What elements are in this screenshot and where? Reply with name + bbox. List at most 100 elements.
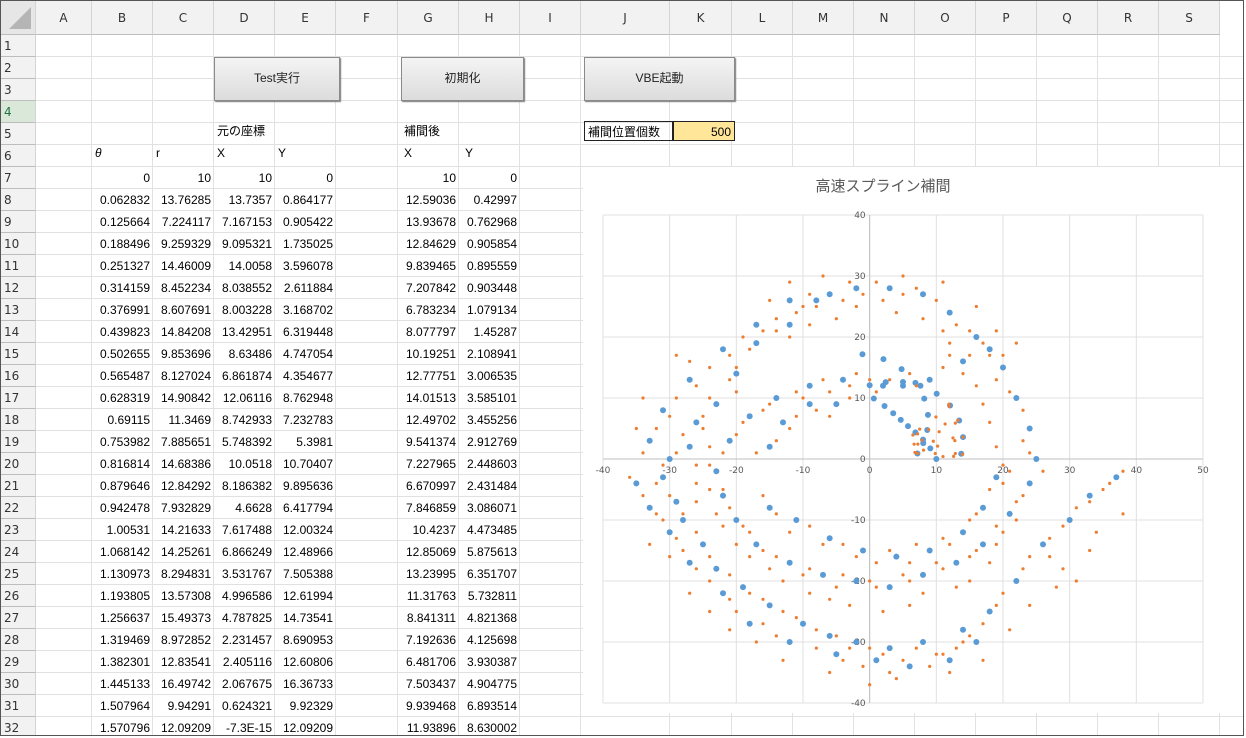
table-cell[interactable]: 0.251327 [99,259,150,273]
row-header[interactable]: 19 [1,431,36,453]
interpolated-point[interactable] [1021,408,1025,412]
interpolated-point[interactable] [814,628,818,632]
interpolated-point[interactable] [688,591,692,595]
interpolated-point[interactable] [1074,579,1078,583]
table-cell[interactable]: 5.748392 [221,435,272,449]
table-cell[interactable]: 1.256637 [99,611,150,625]
row-header[interactable]: 8 [1,189,36,211]
column-header[interactable]: H [459,1,520,35]
table-cell[interactable]: 6.861874 [221,369,272,383]
original-point[interactable] [893,553,900,560]
table-cell[interactable]: 0.314159 [99,281,150,295]
table-cell[interactable]: 12.83541 [160,655,211,669]
interpolated-point[interactable] [794,311,798,315]
row-header[interactable]: 28 [1,629,36,651]
interpolated-point[interactable] [854,555,858,559]
interpolated-point[interactable] [941,329,945,333]
interpolated-point[interactable] [868,683,872,687]
row-header[interactable]: 32 [1,717,36,735]
table-cell[interactable]: 4.904775 [466,677,517,691]
original-point[interactable] [897,416,904,423]
original-point[interactable] [921,395,928,402]
original-point[interactable] [733,517,740,523]
table-cell[interactable]: 7.617488 [221,523,272,537]
table-cell[interactable]: 12.85069 [405,545,456,559]
table-cell[interactable]: 7.167153 [221,215,272,229]
original-point[interactable] [733,370,740,377]
interpolated-point[interactable] [861,664,865,668]
column-header[interactable]: L [732,1,793,35]
row-header[interactable]: 9 [1,211,36,233]
table-cell[interactable]: 14.01513 [405,391,456,405]
table-cell[interactable]: 6.783234 [405,303,456,317]
table-cell[interactable]: 7.846859 [405,501,456,515]
original-point[interactable] [766,443,773,450]
interpolated-point[interactable] [988,420,992,424]
table-cell[interactable]: 2.448603 [466,457,517,471]
original-point[interactable] [933,456,940,462]
row-header[interactable]: 7 [1,167,36,189]
interpolated-point[interactable] [1048,555,1052,559]
table-cell[interactable]: 0.69115 [107,413,151,427]
interpolated-point[interactable] [981,622,985,626]
interpolated-point[interactable] [848,646,852,650]
table-cell[interactable]: 6.893514 [466,699,517,713]
table-cell[interactable]: 0.125664 [99,215,150,229]
table-cell[interactable]: 9.895636 [282,479,333,493]
interpolated-point[interactable] [741,335,745,339]
table-cell[interactable]: 2.067675 [221,677,272,691]
interpolated-point[interactable] [988,561,992,565]
original-point[interactable] [880,356,887,363]
interpolated-point[interactable] [994,378,998,382]
interpolated-point[interactable] [874,280,878,284]
interpolated-point[interactable] [934,561,938,565]
original-point[interactable] [927,445,934,452]
table-cell[interactable]: 1.507964 [99,699,150,713]
column-header[interactable]: C [153,1,214,35]
interpolated-point[interactable] [1028,603,1032,607]
table-cell[interactable]: 6.866249 [221,545,272,559]
interpolated-point[interactable] [721,524,725,528]
vbe-launch-button[interactable]: VBE起動 [584,57,735,101]
table-cell[interactable]: 14.0058 [228,259,272,273]
original-point[interactable] [720,346,726,353]
table-cell[interactable]: 3.930387 [466,655,517,669]
interpolated-point[interactable] [1041,469,1045,473]
interpolated-point[interactable] [937,430,941,434]
interpolated-point[interactable] [941,365,945,370]
table-cell[interactable]: 8.972852 [160,633,211,647]
column-header[interactable]: Q [1037,1,1098,35]
row-header[interactable]: 23 [1,519,36,541]
row-header[interactable]: 13 [1,299,36,321]
interpolated-point[interactable] [888,378,892,382]
interpolated-point[interactable] [954,646,958,650]
interpolated-point[interactable] [881,652,885,656]
table-cell[interactable]: 4.6628 [235,501,272,515]
original-point[interactable] [833,401,840,408]
row-header[interactable]: 5 [1,123,36,145]
table-cell[interactable]: 0.942478 [99,501,150,515]
original-point[interactable] [666,456,673,462]
interpolated-point[interactable] [774,555,778,559]
interpolated-point[interactable] [661,463,665,467]
original-point[interactable] [920,571,926,578]
interpolated-point[interactable] [994,542,998,546]
row-header[interactable]: 4 [1,101,36,123]
table-cell[interactable]: 4.996586 [221,589,272,603]
interpolated-point[interactable] [748,347,752,351]
original-point[interactable] [713,468,720,475]
table-cell[interactable]: 9.541374 [405,435,456,449]
table-cell[interactable]: 7.232783 [282,413,333,427]
interpolated-point[interactable] [834,317,838,321]
interpolated-point[interactable] [968,353,972,357]
table-cell[interactable]: 8.762948 [282,391,333,405]
table-cell[interactable]: 3.168702 [282,303,333,317]
interpolated-point[interactable] [761,622,765,626]
original-point[interactable] [766,602,773,609]
interpolated-point[interactable] [681,512,685,516]
original-point[interactable] [960,626,966,633]
original-point[interactable] [660,474,666,481]
interpolated-point[interactable] [714,512,718,516]
column-header[interactable]: O [915,1,976,35]
interpolated-point[interactable] [1108,481,1112,485]
